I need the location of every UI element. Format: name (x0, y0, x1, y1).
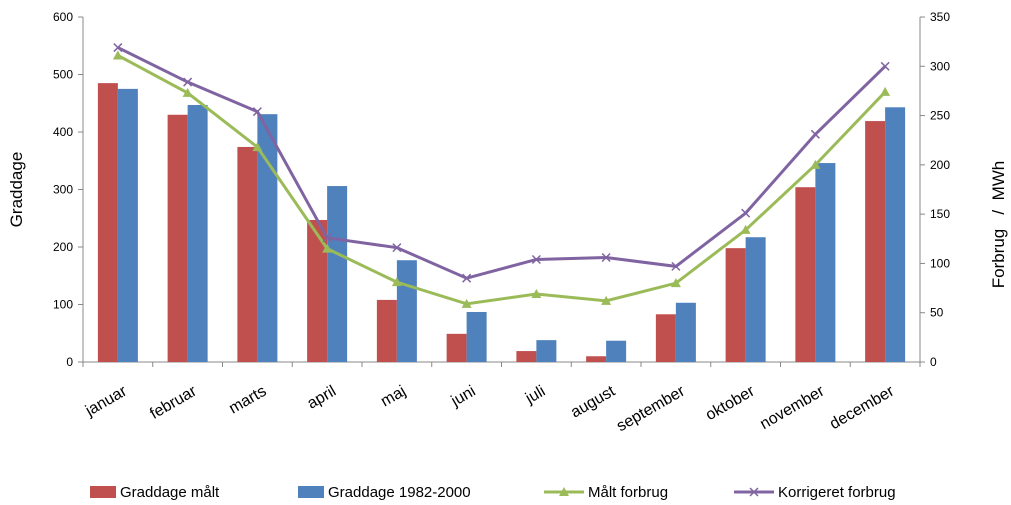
y-tick-label: 300 (53, 183, 73, 197)
line (117, 46, 887, 280)
bar (865, 121, 886, 362)
y2-tick-label: 350 (930, 10, 950, 24)
y-tick-label: 100 (53, 298, 73, 312)
bar (396, 260, 417, 362)
marker (183, 77, 193, 87)
marker (531, 288, 542, 298)
y2-tick-label: 0 (930, 355, 937, 369)
bar (606, 340, 627, 362)
y2-tick-label: 200 (930, 158, 950, 172)
marker (670, 278, 681, 288)
bar (446, 333, 467, 362)
marker (880, 86, 891, 96)
bar (725, 248, 746, 362)
bar (187, 104, 208, 362)
x-tick-label: november (757, 382, 828, 433)
bar (675, 302, 696, 362)
x-tick-label: marts (226, 383, 269, 418)
legend-swatch (298, 486, 324, 498)
marker (601, 252, 611, 263)
marker (531, 254, 541, 265)
y2-tick-label: 50 (930, 306, 944, 320)
marker (461, 298, 472, 308)
bar (655, 314, 676, 362)
marker (741, 208, 751, 218)
legend-swatch (90, 486, 116, 498)
marker (252, 142, 263, 152)
legend-label: Graddage 1982-2000 (328, 484, 471, 501)
marker (322, 243, 333, 253)
y2-tick-label: 300 (930, 59, 950, 73)
marker (391, 277, 402, 287)
marker (671, 261, 681, 271)
marker (252, 107, 262, 117)
bar (586, 356, 607, 362)
y-tick-label: 200 (53, 240, 73, 254)
bar (327, 186, 348, 362)
y-tick-label: 400 (53, 125, 73, 139)
y-tick-label: 500 (53, 68, 73, 82)
marker (810, 129, 820, 139)
x-tick-label: maj (378, 383, 409, 411)
bar (536, 340, 557, 362)
x-tick-label: september (614, 382, 689, 435)
y2-axis-title: Forbrug / MWh (989, 161, 1008, 289)
bar (97, 83, 118, 362)
bar (257, 114, 278, 362)
marker (182, 87, 193, 97)
marker (113, 43, 123, 53)
legend-label: Målt forbrug (588, 484, 668, 501)
marker (322, 233, 332, 243)
marker (740, 224, 751, 234)
bar (117, 88, 138, 362)
x-tick-label: juli (522, 383, 548, 408)
y2-tick-label: 250 (930, 109, 950, 123)
bar (516, 351, 537, 362)
bar (815, 163, 836, 362)
x-tick-label: april (304, 383, 339, 413)
marker (601, 295, 612, 305)
legend-label: Korrigeret forbrug (778, 484, 896, 501)
marker (810, 159, 821, 169)
x-tick-label: juni (448, 383, 479, 411)
marker (392, 243, 402, 253)
y2-tick-label: 150 (930, 207, 950, 221)
bar (307, 219, 328, 362)
bar (885, 107, 906, 363)
x-tick-label: januar (82, 382, 130, 420)
bar (376, 299, 397, 362)
legend-marker (559, 487, 569, 496)
bar (745, 237, 766, 362)
line (117, 54, 887, 306)
bar (795, 187, 816, 362)
marker (112, 50, 123, 60)
y-tick-label: 0 (66, 355, 73, 369)
marker (462, 273, 472, 283)
x-tick-label: august (568, 382, 619, 421)
x-tick-label: februar (147, 382, 200, 422)
x-tick-label: oktober (703, 382, 758, 424)
bar (237, 146, 258, 362)
bar (167, 114, 188, 362)
y-axis-title: Graddage (7, 152, 26, 228)
marker (880, 61, 890, 71)
y2-tick-label: 100 (930, 256, 950, 270)
y-tick-label: 600 (53, 10, 73, 24)
bar (466, 311, 487, 362)
legend-label: Graddage målt (120, 484, 220, 501)
x-tick-label: december (827, 382, 898, 433)
legend-marker (749, 487, 759, 497)
